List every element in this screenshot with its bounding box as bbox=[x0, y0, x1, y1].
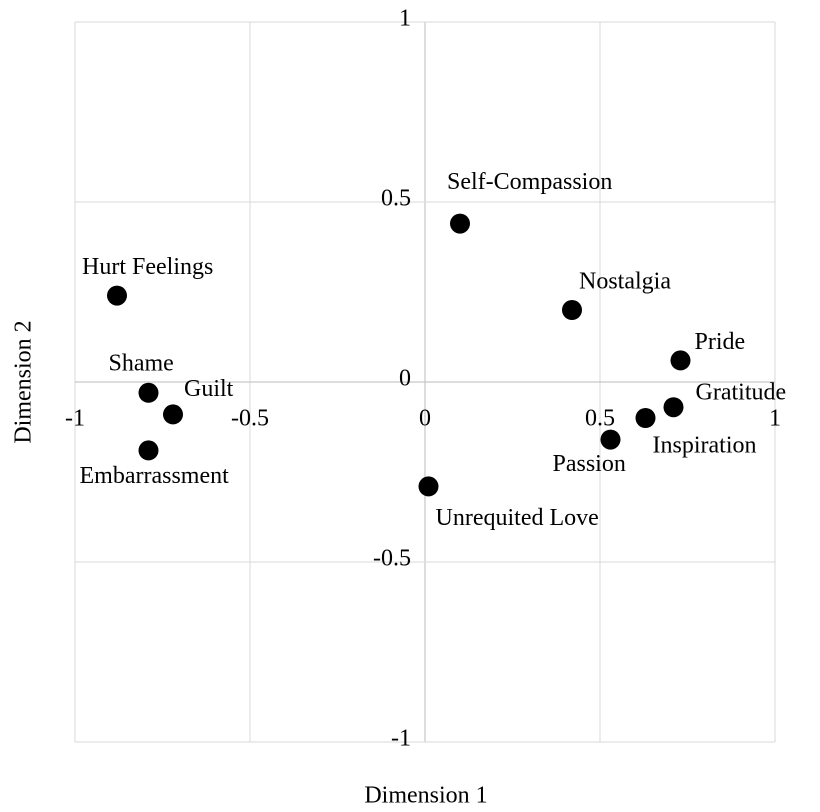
y-tick-label: 0.5 bbox=[381, 186, 411, 212]
y-tick-label: -0.5 bbox=[373, 546, 411, 572]
point-label: Self-Compassion bbox=[447, 169, 612, 195]
x-tick-label: -1 bbox=[65, 406, 85, 432]
x-tick-label: 0.5 bbox=[585, 406, 615, 432]
x-tick-label: 1 bbox=[769, 406, 781, 432]
point-label: Nostalgia bbox=[579, 269, 671, 295]
point bbox=[635, 408, 656, 428]
point-label: Embarrassment bbox=[80, 463, 230, 489]
point bbox=[450, 213, 470, 234]
x-axis-label: Dimension 1 bbox=[364, 783, 487, 809]
point-label: Gratitude bbox=[696, 380, 787, 406]
point bbox=[163, 404, 183, 425]
point bbox=[562, 300, 582, 320]
y-tick-label: -1 bbox=[391, 726, 411, 752]
point bbox=[138, 440, 159, 461]
point bbox=[663, 397, 684, 418]
point-label: Unrequited Love bbox=[436, 505, 599, 531]
point-label: Passion bbox=[553, 451, 626, 477]
point bbox=[418, 476, 439, 497]
y-tick-label: 1 bbox=[399, 6, 411, 32]
point-label: Guilt bbox=[184, 376, 234, 402]
point-label: Hurt Feelings bbox=[82, 254, 213, 280]
point bbox=[670, 350, 691, 371]
y-tick-label: 0 bbox=[399, 366, 411, 392]
point-label: Pride bbox=[695, 329, 746, 355]
point-label: Shame bbox=[109, 350, 174, 376]
point bbox=[107, 285, 127, 306]
point bbox=[600, 429, 621, 450]
x-tick-label: 0 bbox=[419, 406, 431, 432]
x-tick-label: -0.5 bbox=[231, 406, 269, 432]
point-label: Inspiration bbox=[653, 433, 757, 459]
y-axis-label: Dimension 2 bbox=[11, 320, 37, 443]
point bbox=[138, 382, 159, 403]
